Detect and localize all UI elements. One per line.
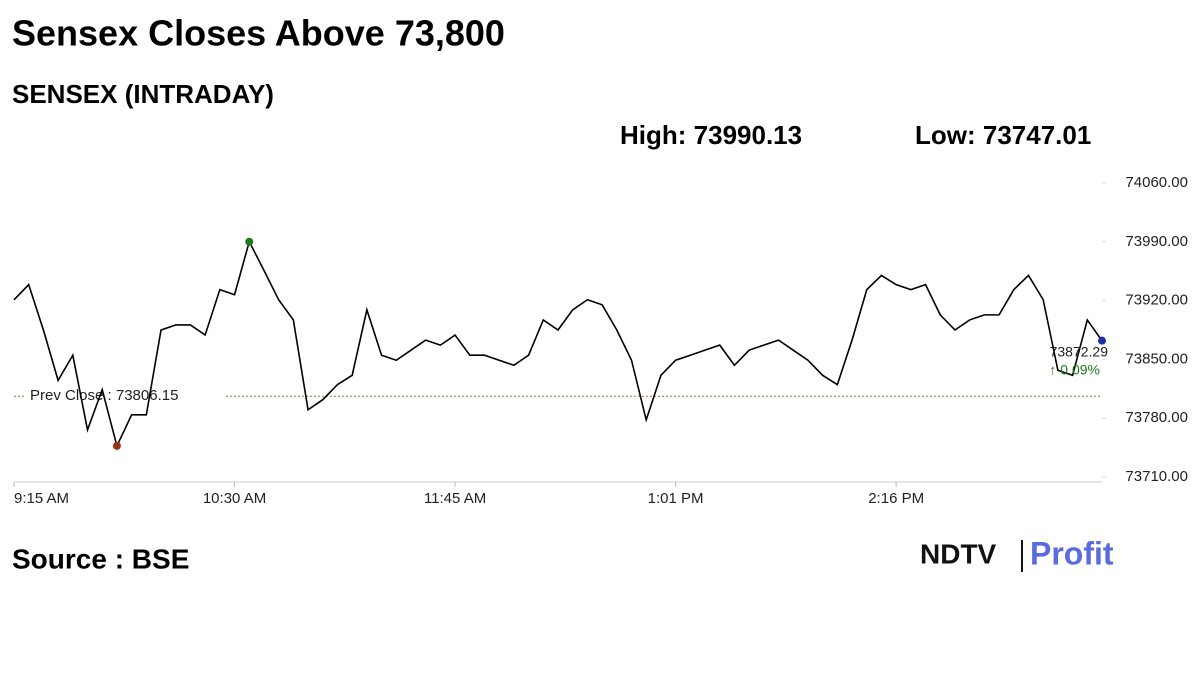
high-label: High: 73990.13 — [620, 120, 802, 150]
x-tick-label: 9:15 AM — [14, 490, 69, 507]
prev-close-bg — [24, 386, 224, 407]
chart-title: Sensex Closes Above 73,800 — [12, 13, 505, 54]
low-marker — [112, 441, 121, 450]
x-tick-label: 10:30 AM — [203, 490, 266, 507]
y-tick-label: 73990.00 — [1125, 233, 1188, 250]
y-tick-label: 73780.00 — [1125, 409, 1188, 426]
change-label: ↑ 0.09% — [1049, 361, 1100, 377]
y-tick-label: 74060.00 — [1125, 174, 1188, 191]
x-tick-label: 1:01 PM — [648, 490, 704, 507]
price-line — [13, 239, 1103, 449]
last-value-label: 73872.29 — [1050, 343, 1109, 359]
y-tick-label: 73850.00 — [1125, 350, 1188, 367]
x-tick-label: 11:45 AM — [424, 490, 486, 507]
high-marker — [245, 237, 254, 246]
last-marker — [1098, 336, 1106, 345]
low-label: Low: 73747.01 — [915, 120, 1091, 150]
logo-ndtv: NDTV — [920, 538, 997, 569]
source: Source : BSE — [12, 543, 189, 574]
y-tick-label: 73710.00 — [1125, 468, 1188, 485]
y-tick-label: 73920.00 — [1125, 292, 1188, 309]
x-tick-label: 2:16 PM — [868, 490, 924, 507]
logo-profit: Profit — [1030, 535, 1114, 571]
chart-subtitle: SENSEX (INTRADAY) — [12, 79, 274, 109]
